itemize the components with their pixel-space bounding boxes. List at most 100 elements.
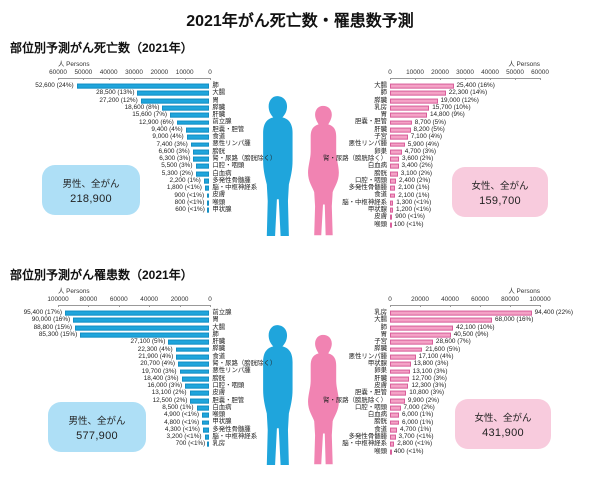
bar-track: 1,300 (<1%) <box>390 199 540 206</box>
bar <box>390 142 405 147</box>
bar-value-label: 27,100 (5%) <box>130 338 166 346</box>
axis-tick-label: 60000 <box>531 69 549 76</box>
bar-track: 27,200 (12%) <box>58 97 210 104</box>
axis-tick-label: 60000 <box>109 296 128 303</box>
bar-track: 5,500 (3%) <box>58 162 210 170</box>
bar-row: 胃 40,500 (9%) <box>330 331 600 338</box>
bar-track: 7,000 (2%) <box>390 404 540 411</box>
bar-track: 2,200 (1%) <box>58 177 210 184</box>
bar-row: 22,300 (4%) 膵臓 <box>0 346 300 353</box>
female-axis: 人 Persons 0 10000 20000 30000 40000 50000 6000… <box>388 61 549 80</box>
bar-category-text: 乳房 <box>374 308 387 316</box>
bar-row: 900 (<1%) 皮膚 <box>0 191 300 199</box>
bar-category-text: 膀胱 <box>212 374 226 382</box>
bar-category-text: 大腸 <box>212 89 226 97</box>
bar-track: 13,800 (3%) <box>390 360 540 368</box>
axis-tick-label: 20000 <box>411 296 429 303</box>
deaths-section-heading: 部位別予測がん死亡数（2021年） <box>10 41 193 55</box>
bar-value-label: 2,100 (1%) <box>398 191 430 199</box>
axis-tick-mark <box>118 304 120 307</box>
bar-category-text: 卵巣 <box>374 367 387 375</box>
bar-row: 18,400 (3%) 膀胱 <box>0 375 300 382</box>
bar <box>76 83 210 89</box>
bar-track: 4,700 (3%) <box>390 148 540 155</box>
axis-tick-mark <box>540 77 541 80</box>
bar-category-text: 胆嚢・胆管 <box>212 396 245 404</box>
bar-value-label: 3,600 (2%) <box>402 154 434 162</box>
bar-category-text: 大腸 <box>212 323 226 331</box>
bar-row: 700 (<1%) 乳房 <box>0 440 300 448</box>
bar-row: 皮膚 900 (<1%) <box>330 213 600 221</box>
bar-track: 42,100 (10%) <box>390 324 540 331</box>
bar-track: 95,400 (17%) <box>24 309 210 317</box>
bar-value-label: 2,800 (<1%) <box>397 440 433 448</box>
bar <box>175 347 210 353</box>
bar-category-label: 多発性骨髄腫 <box>330 433 390 440</box>
bar <box>390 318 492 323</box>
bar-category-label: 膀胱 <box>209 374 300 382</box>
bar-category-text: 脳・中枢神経系 <box>212 184 258 192</box>
bar-row: 脳・中枢神経系 1,300 (<1%) <box>330 199 600 206</box>
bar-track: 1,800 (<1%) <box>58 184 210 192</box>
bar-track: 4,700 (1%) <box>390 426 540 433</box>
bar <box>390 434 396 440</box>
bar-category-label: 悪性リンパ腫 <box>330 353 390 360</box>
bar-row: 9,000 (4%) 食道 <box>0 133 300 141</box>
bar-track: 10,800 (3%) <box>390 389 540 397</box>
bar-row: 皮膚 12,300 (3%) <box>330 382 600 389</box>
bar-value-label: 68,000 (16%) <box>495 316 534 324</box>
bar-value-label: 28,600 (7%) <box>435 338 471 346</box>
bar-category-label: 甲状腺 <box>209 206 300 213</box>
bar-track: 16,000 (3%) <box>58 382 210 389</box>
bar-category-label: 脳・中枢神経系 <box>330 199 390 206</box>
bar-value-label: 19,000 (12%) <box>440 96 479 104</box>
page-title: 2021年がん死亡数・罹患数予測 <box>186 13 414 30</box>
bar-category-label: 多発性骨髄腫 <box>330 184 390 191</box>
bar-category-label: 甲状腺 <box>209 419 300 425</box>
bar-track: 7,100 (4%) <box>390 133 540 141</box>
bar-category-text: 皮膚 <box>374 381 387 389</box>
bar-category-text: 甲状腺 <box>367 360 387 368</box>
bar <box>390 193 396 198</box>
bar-category-text: 腎・尿路（膀胱除く） <box>212 360 277 368</box>
bar-row: 90,000 (16%) 胃 <box>0 316 300 324</box>
female-axis: 人 Persons 0 20000 40000 60000 80000 100000 <box>388 288 551 307</box>
bar-row: 8,500 (1%) 白血病 <box>0 404 300 411</box>
bar-category-label: 悪性リンパ腫 <box>209 141 300 147</box>
axis-tick-label: 80000 <box>79 296 98 303</box>
male-bar-rows: 95,400 (17%) 前立腺 90,000 (16%) 胃 88,800 (15%)… <box>0 309 300 449</box>
bar-category-text: 大腸 <box>374 81 387 89</box>
bar-value-label: 1,300 (<1%) <box>396 198 432 206</box>
female-silhouette-icon <box>308 105 339 236</box>
bar-category-text: 肝臓 <box>374 374 387 382</box>
bar-category-text: 脳・中枢神経系 <box>212 432 258 440</box>
bar-category-text: 胆嚢・胆管 <box>355 389 387 397</box>
bar <box>390 369 410 374</box>
bar-value-label: 8,500 (1%) <box>162 403 194 411</box>
bar-row: 乳房 94,400 (22%) <box>330 308 600 317</box>
bar-category-label: 大腸 <box>330 316 390 323</box>
bar-value-label: 6,600 (3%) <box>158 147 190 155</box>
bar-category-text: 多発性骨髄腫 <box>212 425 251 433</box>
bar-row: 大腸 25,400 (16%) <box>330 81 600 90</box>
bar-track: 4,300 (<1%) <box>58 426 210 433</box>
bar-category-text: 胃 <box>380 330 387 338</box>
bar <box>196 405 210 411</box>
bar <box>390 164 399 169</box>
bar-value-label: 6,000 (1%) <box>402 418 434 426</box>
bar <box>390 339 433 345</box>
axis-tick-label: 60000 <box>471 296 489 303</box>
bar-category-label: 喉頭 <box>330 221 390 228</box>
bar-category-label: 皮膚 <box>330 213 390 220</box>
bar <box>176 120 210 126</box>
bar-category-text: 皮膚 <box>212 191 226 199</box>
bar-row: 85,300 (15%) 肺 <box>0 331 300 338</box>
bar-value-label: 10,800 (3%) <box>409 389 445 397</box>
bar-category-text: 喉頭 <box>374 447 387 455</box>
axis-tick-label: 100000 <box>47 296 69 303</box>
bar-category-label: 白血病 <box>209 170 300 177</box>
bar-value-label: 12,300 (3%) <box>411 381 447 389</box>
bar <box>186 134 210 140</box>
axis-line: 0 10000 20000 30000 40000 50000 60000 <box>388 69 549 80</box>
axis-tick-mark <box>108 77 110 80</box>
